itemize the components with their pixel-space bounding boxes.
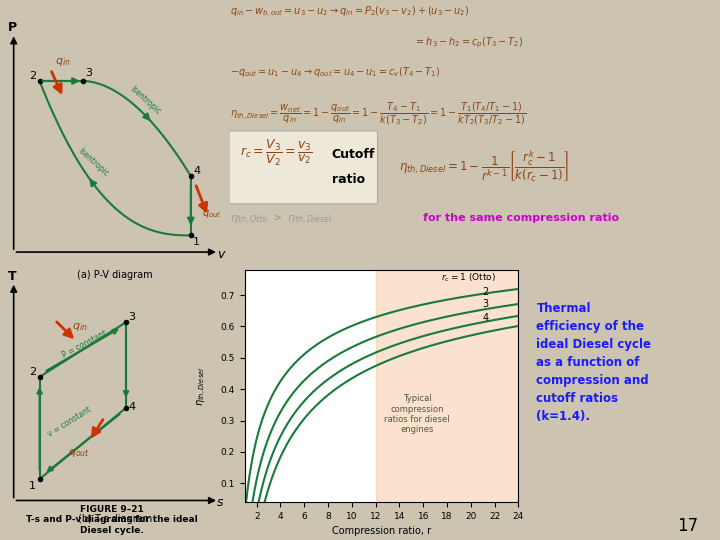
Y-axis label: $\eta_{th,Diesel}$: $\eta_{th,Diesel}$ [196, 366, 210, 406]
Text: (a) P-V diagram: (a) P-V diagram [77, 270, 153, 280]
Text: 2: 2 [29, 367, 36, 376]
Text: 4: 4 [482, 313, 489, 323]
Text: $q_{out}$: $q_{out}$ [68, 447, 90, 460]
Text: 3: 3 [482, 299, 489, 309]
X-axis label: Compression ratio, r: Compression ratio, r [332, 526, 431, 536]
Text: 3: 3 [85, 68, 92, 78]
Text: v: v [217, 248, 224, 261]
Text: s: s [217, 496, 223, 509]
Text: $q_{in}$: $q_{in}$ [55, 56, 71, 69]
Text: ratio: ratio [332, 173, 365, 186]
Text: Thermal
efficiency of the
ideal Diesel cycle
as a function of
compression and
cu: Thermal efficiency of the ideal Diesel c… [536, 302, 652, 423]
Text: $q_{in} - w_{b,out} = u_3 - u_2 \rightarrow q_{in} = P_2(v_3 - v_2) + (u_3 - u_2: $q_{in} - w_{b,out} = u_3 - u_2 \rightar… [230, 5, 470, 21]
Text: 4: 4 [193, 166, 200, 176]
Text: $q_{out}$: $q_{out}$ [202, 208, 221, 220]
Text: for the same compression ratio: for the same compression ratio [423, 213, 619, 224]
Text: v = constant: v = constant [46, 404, 92, 438]
Text: 1: 1 [29, 481, 36, 491]
Text: 2: 2 [29, 71, 36, 80]
Text: $-q_{out} = u_1 - u_4 \rightarrow q_{out} = u_4 - u_1 = c_v(T_4 - T_1)$: $-q_{out} = u_1 - u_4 \rightarrow q_{out… [230, 65, 441, 79]
Text: $\eta_{th,Diesel} = 1 - \dfrac{1}{r^{k-1}}\left[\dfrac{r_c^k - 1}{k(r_c - 1)}\ri: $\eta_{th,Diesel} = 1 - \dfrac{1}{r^{k-1… [399, 148, 570, 184]
Text: P: P [9, 21, 17, 34]
Text: $r_c = \dfrac{V_3}{V_2} = \dfrac{v_3}{v_2}$: $r_c = \dfrac{V_3}{V_2} = \dfrac{v_3}{v_… [240, 138, 312, 168]
Text: $\eta_{th,Otto}\ >\ \eta_{th,Diesel}$: $\eta_{th,Otto}\ >\ \eta_{th,Diesel}$ [230, 213, 333, 227]
Text: Isentropic: Isentropic [76, 146, 110, 178]
Text: Cutoff: Cutoff [332, 148, 375, 161]
Text: (b) T-s diagram: (b) T-s diagram [78, 514, 153, 524]
Text: 4: 4 [128, 402, 135, 412]
Text: 2: 2 [482, 287, 489, 297]
Bar [376, 270, 518, 502]
Text: P = constant: P = constant [61, 329, 109, 360]
Text: T: T [9, 269, 17, 282]
Text: FIGURE 9–21
T-s and P-v diagrams for the ideal
Diesel cycle.: FIGURE 9–21 T-s and P-v diagrams for the… [26, 505, 197, 535]
Text: $= h_3 - h_2 = c_p(T_3 - T_2)$: $= h_3 - h_2 = c_p(T_3 - T_2)$ [414, 35, 523, 50]
Text: 17: 17 [678, 517, 698, 535]
Text: 3: 3 [128, 312, 135, 322]
Text: $r_c = 1\ \mathregular{(Otto)}$: $r_c = 1\ \mathregular{(Otto)}$ [441, 272, 496, 285]
Text: $q_{in}$: $q_{in}$ [72, 321, 88, 333]
Text: 1: 1 [193, 237, 200, 247]
Text: Typical
compression
ratios for diesel
engines: Typical compression ratios for diesel en… [384, 394, 450, 435]
FancyBboxPatch shape [228, 131, 377, 204]
Text: Isentropic: Isentropic [128, 84, 162, 116]
Text: $\eta_{th,Diesel} = \dfrac{w_{net}}{q_{in}} = 1 - \dfrac{q_{out}}{q_{in}} = 1 - : $\eta_{th,Diesel} = \dfrac{w_{net}}{q_{i… [230, 100, 526, 126]
